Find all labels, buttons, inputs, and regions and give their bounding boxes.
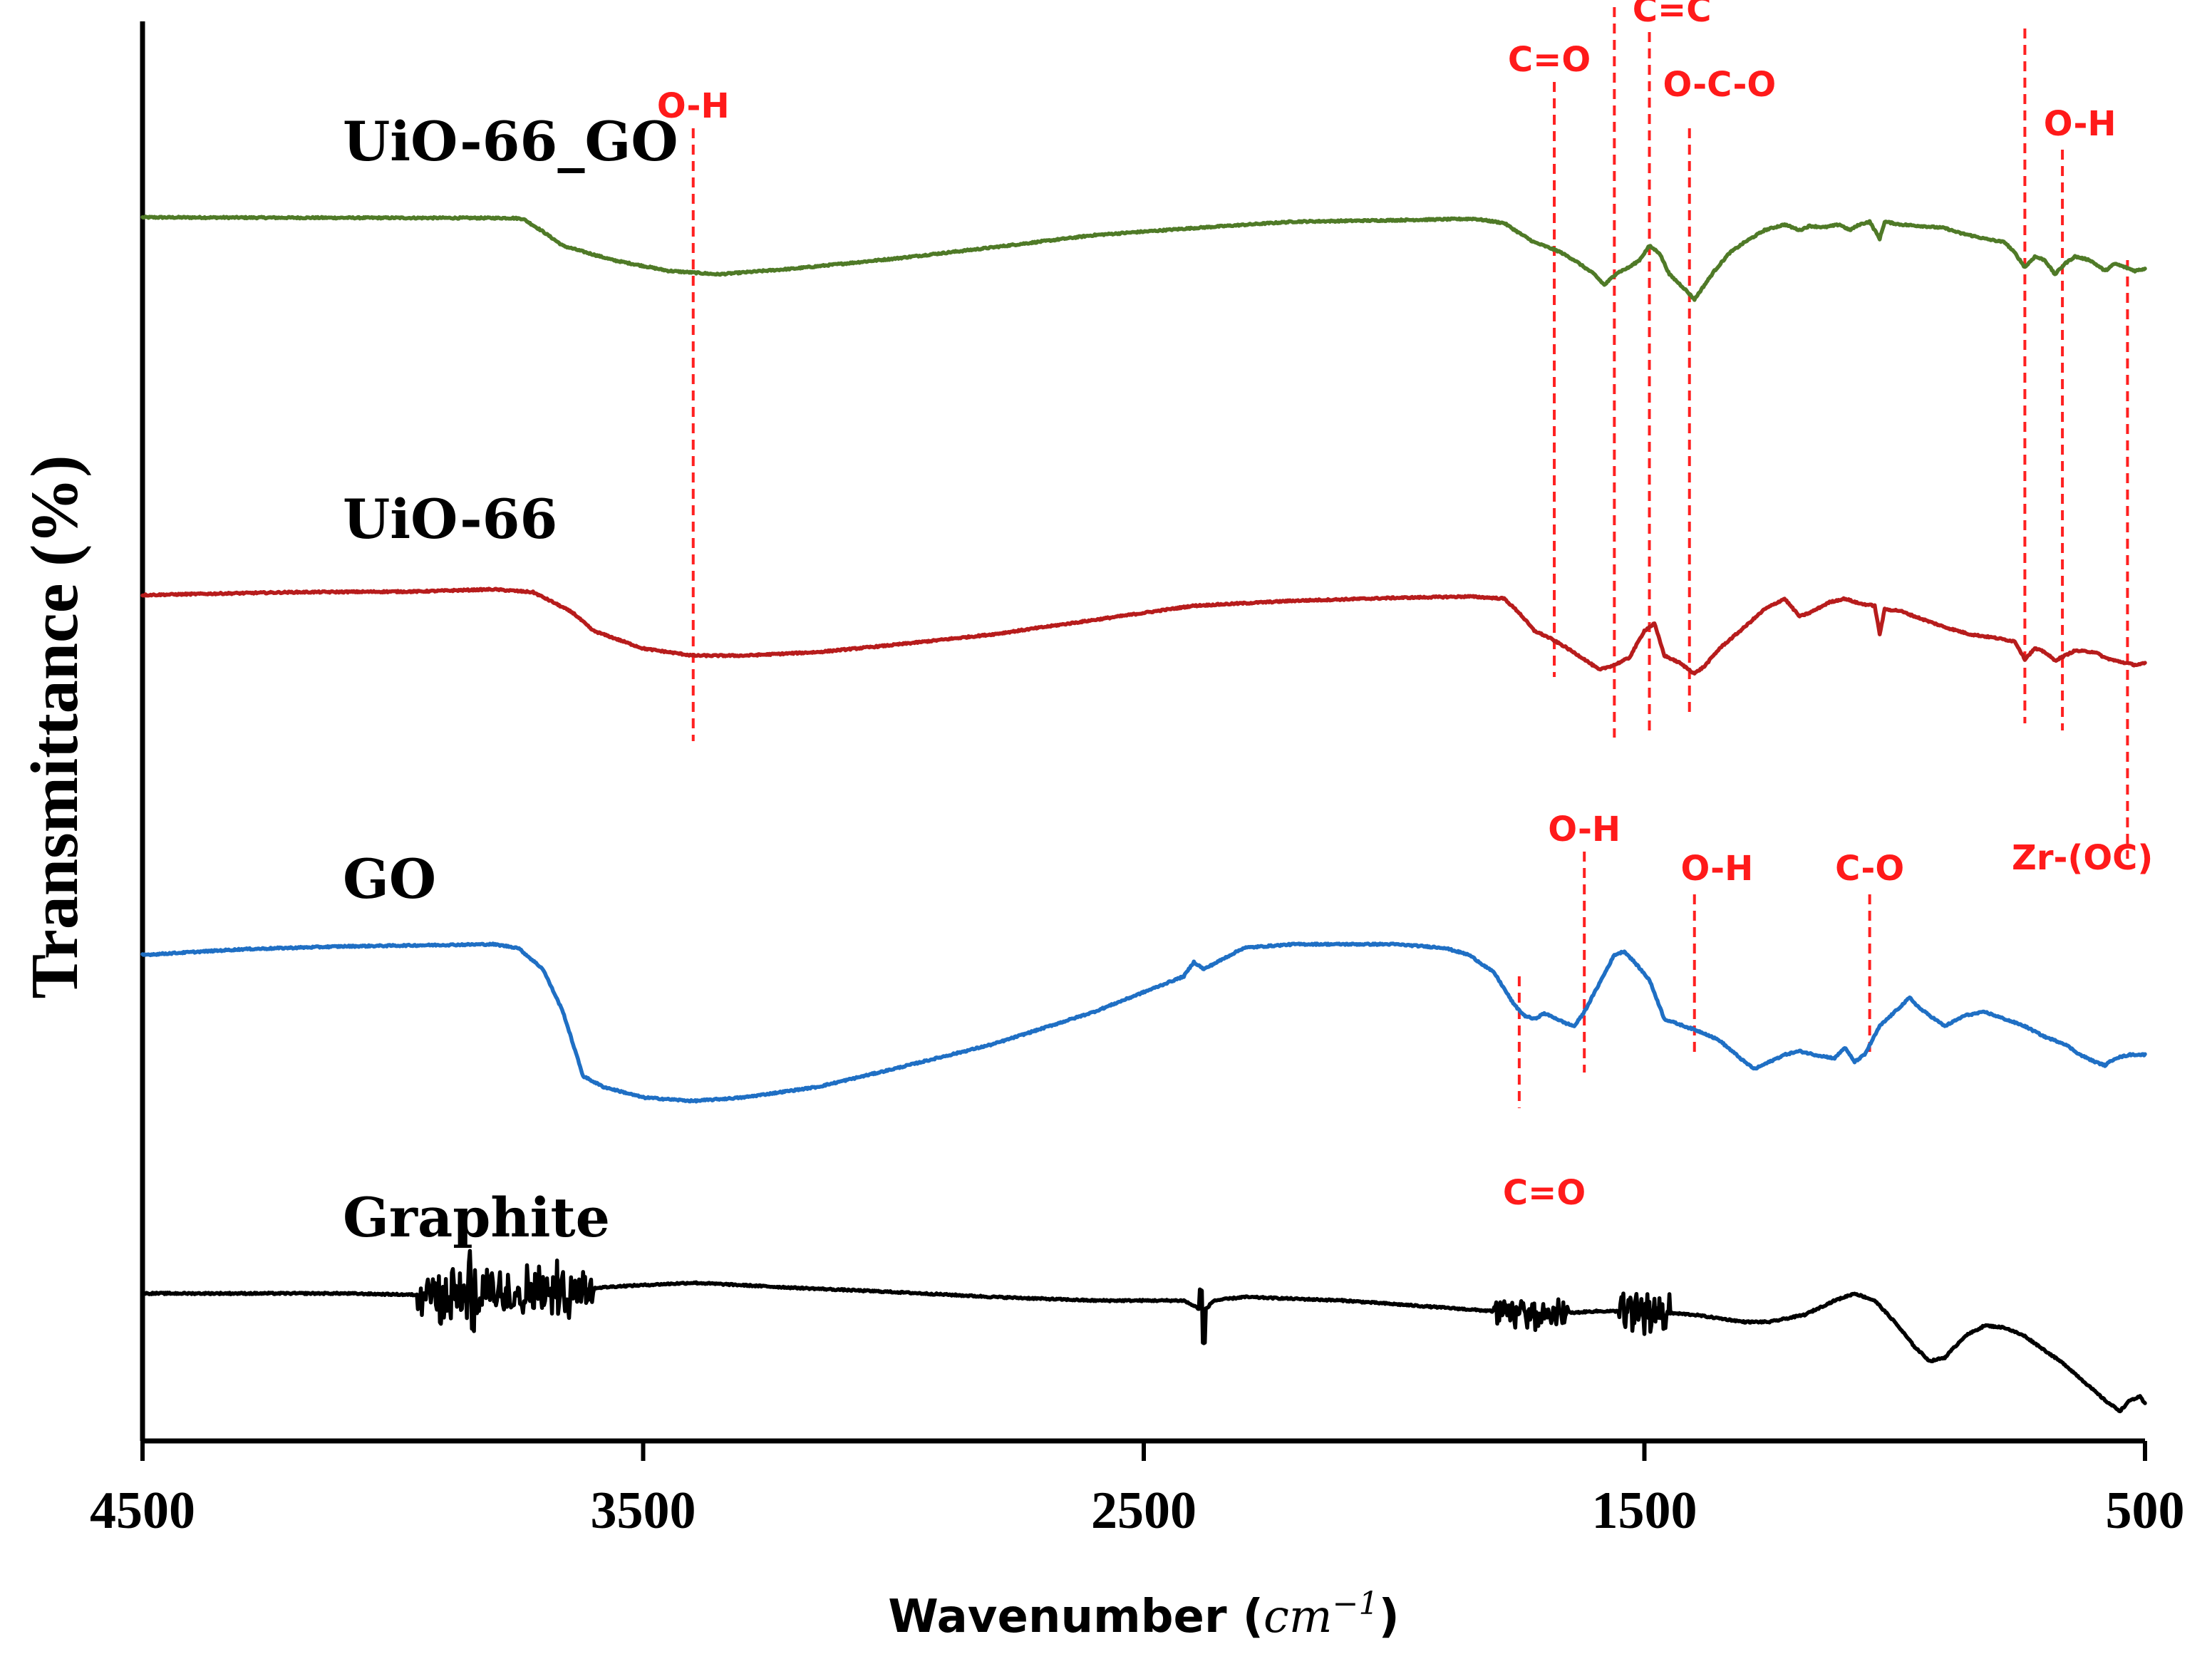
series-layer — [140, 215, 2147, 1414]
series-label: UiO-66 — [343, 487, 557, 551]
series-line — [140, 941, 2147, 1104]
x-axis-label: Wavenumber (cm−1) — [888, 1586, 1399, 1644]
annotation-label: C-O — [1835, 849, 1904, 889]
series-label: UiO-66_GO — [343, 110, 678, 173]
series-line — [140, 215, 2147, 302]
series-label: GO — [343, 847, 436, 911]
annotation-label: Zr-O — [1953, 0, 2037, 1]
labels-layer: O-HC=OO-C-OC=CO-C-OZr-OO-HZr-(OC)O-HO-HC… — [343, 0, 2153, 1249]
annotation-label: O-H — [2044, 104, 2117, 144]
x-axis-unit: cm — [1263, 1591, 1333, 1643]
x-tick-label: 3500 — [591, 1482, 696, 1540]
annotation-label: C=C — [1633, 0, 1712, 30]
annotation-label: O-H — [1548, 810, 1621, 849]
series-line — [140, 586, 2147, 676]
x-axis-label-text: Wavenumber ( — [888, 1591, 1263, 1643]
annotation-lines-layer — [691, 7, 2129, 1108]
series-label: Graphite — [343, 1186, 610, 1249]
annotation-label: O-H — [1680, 849, 1753, 889]
series-line — [140, 1249, 2147, 1414]
x-tick-label: 4500 — [90, 1482, 195, 1540]
axes-layer: 4500 3500 2500 1500 500 Wavenumber (cm−1) Tran… — [18, 21, 2185, 1643]
x-axis-label-close: ) — [1378, 1591, 1399, 1643]
annotation-label: C=O — [1503, 1173, 1586, 1213]
annotation-label: C=O — [1508, 40, 1591, 80]
x-tick-label: 500 — [2106, 1482, 2185, 1540]
x-tick-label: 2500 — [1091, 1482, 1197, 1540]
annotation-label: Zr-(OC) — [2012, 838, 2153, 878]
x-tick-label: 1500 — [1592, 1482, 1697, 1540]
x-axis-unit-exponent: −1 — [1333, 1586, 1379, 1622]
annotation-label: O-C-O — [1663, 65, 1777, 105]
annotation-label: O-H — [657, 86, 730, 126]
y-axis-label: Transmittance (%) — [18, 455, 92, 998]
